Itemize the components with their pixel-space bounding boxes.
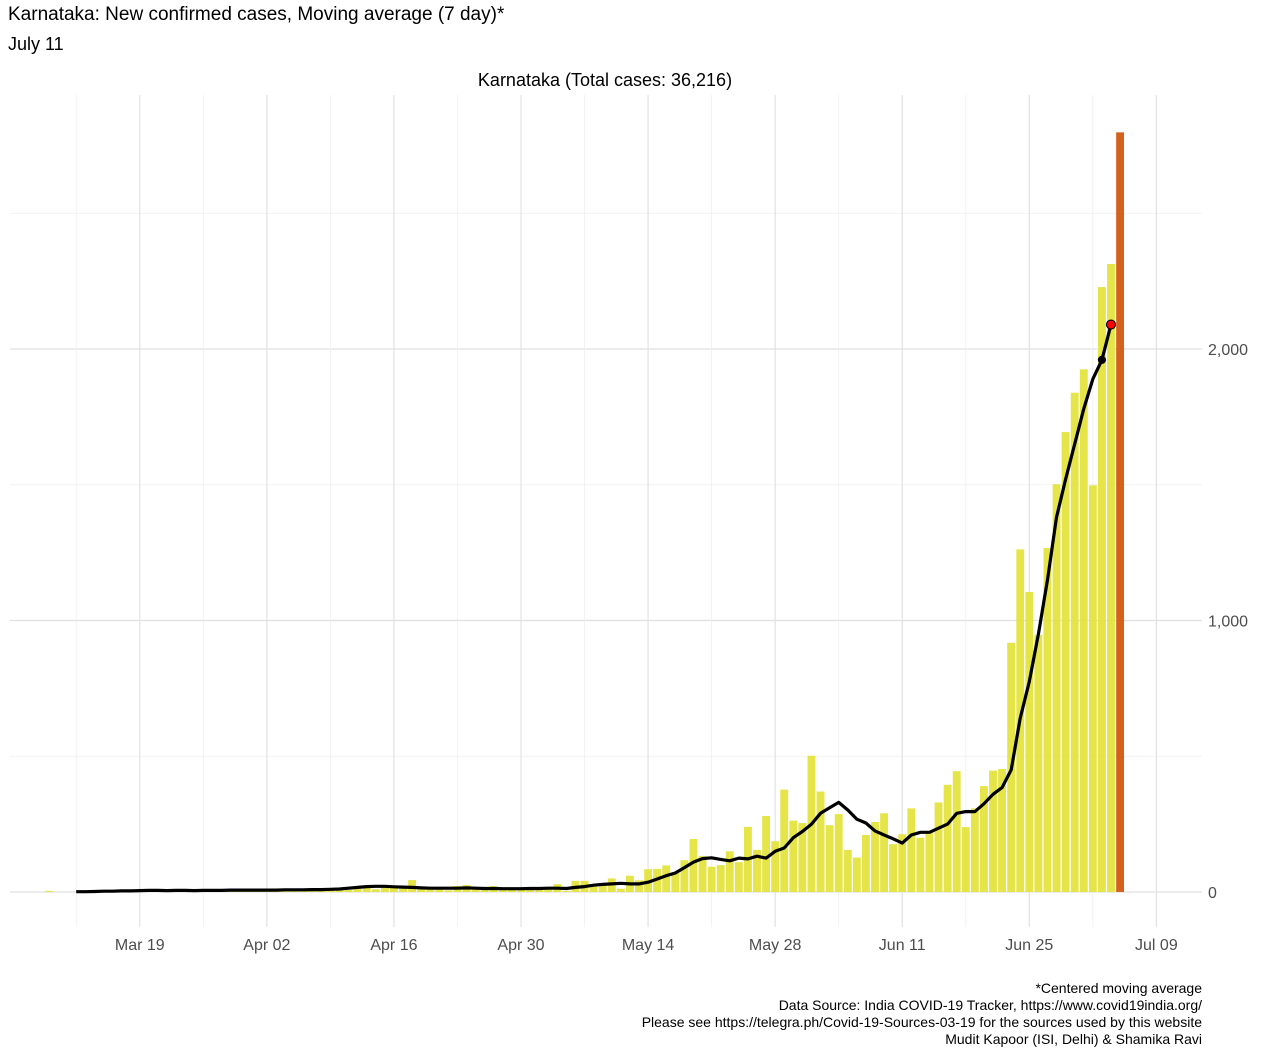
daily-cases-bar: [952, 771, 961, 892]
moving-average-line: [76, 324, 1113, 894]
chart-title: Karnataka: New confirmed cases, Moving a…: [8, 4, 505, 25]
daily-cases-bar: [444, 890, 453, 892]
daily-cases-bar: [780, 789, 789, 892]
daily-cases-bar: [989, 770, 997, 892]
data-source: Data Source: India COVID-19 Tracker, htt…: [778, 997, 1202, 1013]
chart-subtitle: July 11: [8, 34, 64, 54]
daily-cases-bar: [771, 841, 780, 892]
x-tick-label: Jun 25: [1005, 937, 1053, 954]
footer-notes: *Centered moving average Data Source: In…: [642, 980, 1202, 1048]
daily-cases-bar: [635, 880, 643, 892]
daily-cases-bar: [816, 791, 825, 892]
daily-cases-bar: [1070, 392, 1079, 892]
daily-cases-bar: [880, 813, 889, 892]
y-tick-label: 0: [1208, 885, 1217, 902]
daily-cases-bar: [753, 849, 761, 892]
daily-cases-bar: [1052, 484, 1061, 892]
daily-cases-bar: [961, 827, 970, 892]
daily-cases-bar: [616, 888, 625, 892]
daily-cases-bar: [852, 857, 861, 892]
grid-lines: [10, 95, 1202, 927]
daily-cases-bar: [1043, 548, 1052, 892]
panel-title: Karnataka (Total cases: 36,216): [478, 70, 732, 90]
daily-cases-bar: [762, 815, 771, 892]
daily-cases-bar: [1097, 287, 1106, 892]
daily-cases-bar: [362, 887, 371, 892]
sources-link-note: Please see https://telegra.ph/Covid-19-S…: [641, 1014, 1202, 1030]
x-tick-label: May 28: [749, 937, 802, 954]
daily-cases-bar: [889, 844, 898, 892]
daily-cases-bar: [562, 890, 571, 892]
daily-cases-bar: [798, 823, 807, 892]
daily-cases-bar: [480, 888, 489, 892]
x-tick-label: Apr 16: [370, 937, 417, 954]
ma-point: [1097, 355, 1107, 364]
daily-cases-bar: [925, 832, 934, 892]
y-tick-label: 2,000: [1208, 342, 1248, 359]
daily-cases-bar: [979, 786, 988, 892]
axis-labels: Mar 19 Apr 02 Apr 16 Apr 30 May 14 May 28 Jun …: [115, 342, 1248, 954]
daily-cases-bar: [344, 889, 353, 892]
daily-cases-bar: [898, 834, 907, 892]
daily-cases-bar: [871, 821, 879, 892]
daily-cases-bar: [1025, 591, 1034, 892]
daily-cases-bar: [998, 769, 1007, 892]
daily-cases-bar: [498, 890, 507, 892]
daily-cases-bar: [417, 887, 426, 892]
daily-cases-bar: [45, 890, 53, 892]
daily-cases-bar: [680, 860, 689, 892]
daily-cases-bar: [907, 808, 916, 892]
footnote: *Centered moving average: [1035, 980, 1202, 996]
daily-cases-bar: [399, 887, 407, 892]
chart-area: Karnataka (Total cases: 36,216) Mar 19 Ap…: [10, 70, 1248, 954]
latest-bar: [1116, 132, 1125, 892]
daily-cases-bar: [380, 887, 389, 892]
daily-cases-bar: [371, 889, 380, 892]
daily-cases-bar: [435, 889, 444, 892]
daily-cases-bar: [789, 820, 798, 892]
daily-cases-bar: [843, 849, 852, 892]
daily-cases-bar: [662, 865, 671, 892]
daily-cases-bar: [1079, 369, 1088, 892]
daily-cases-bar: [426, 889, 435, 892]
daily-cases-bar: [1088, 485, 1097, 892]
x-tick-label: Jun 11: [879, 937, 926, 954]
daily-cases-bar: [970, 808, 979, 892]
x-tick-label: Jul 09: [1135, 937, 1178, 954]
daily-cases-bar: [671, 872, 680, 892]
credit: Mudit Kapoor (ISI, Delhi) & Shamika Ravi: [945, 1031, 1202, 1047]
daily-cases-bar: [734, 862, 743, 892]
daily-cases-bar: [861, 834, 870, 892]
daily-cases-bar: [834, 814, 843, 892]
daily-cases-bar: [507, 889, 516, 892]
x-tick-label: Apr 02: [243, 937, 290, 954]
ma-latest-point: [1105, 319, 1117, 330]
daily-cases-bar: [943, 784, 952, 892]
daily-cases-bar: [825, 825, 834, 892]
daily-cases-bar: [353, 888, 362, 892]
x-tick-label: Apr 30: [497, 937, 544, 954]
daily-cases-bar: [934, 802, 943, 892]
daily-cases-bar: [916, 837, 925, 892]
daily-cases-bar: [725, 851, 734, 892]
daily-cases-bar: [707, 866, 716, 892]
daily-cases-bar: [698, 855, 707, 892]
daily-cases-bar: [1034, 634, 1043, 892]
daily-cases-bar: [1107, 264, 1115, 892]
daily-cases-bar: [471, 888, 480, 892]
daily-cases-bar: [598, 884, 607, 892]
daily-cases-bar: [1061, 432, 1070, 892]
daily-cases-bar: [526, 888, 535, 892]
daily-cases-bar: [689, 839, 698, 892]
y-tick-label: 1,000: [1208, 614, 1248, 631]
daily-cases-bar: [389, 887, 398, 892]
x-tick-label: May 14: [622, 937, 675, 954]
moving-average-group: [76, 319, 1117, 894]
daily-cases-bar: [589, 886, 598, 892]
daily-cases-bar: [716, 865, 725, 892]
x-tick-label: Mar 19: [115, 937, 165, 954]
daily-cases-bar: [535, 889, 544, 892]
